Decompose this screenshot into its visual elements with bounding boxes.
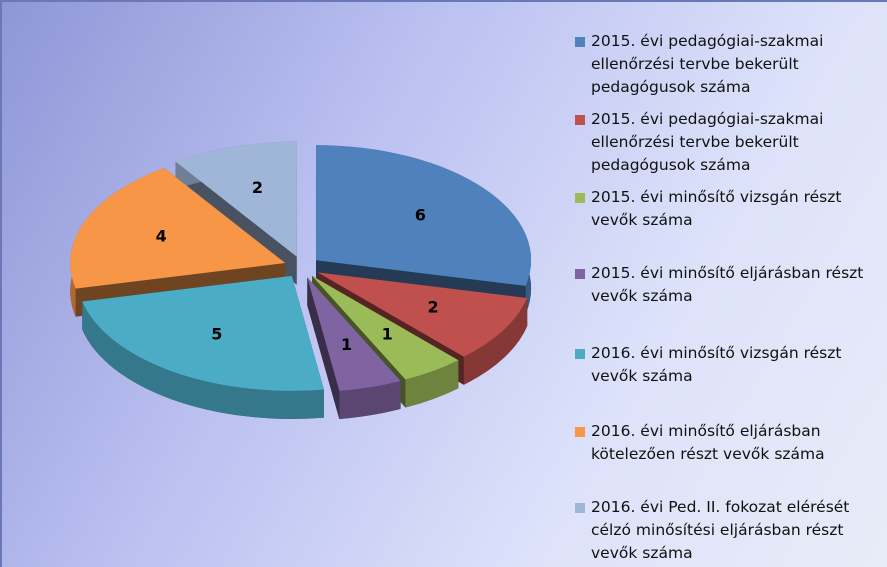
slice-side	[82, 301, 324, 419]
legend-item: 2015. évi pedagógiai-szakmai ellenőrzési…	[575, 108, 875, 177]
slice-side	[463, 297, 528, 385]
slice	[316, 145, 532, 286]
legend-label: 2015. évi minősítő eljárásban részt vevő…	[591, 264, 864, 305]
legend-swatch	[575, 349, 585, 359]
slice-wall	[307, 277, 340, 420]
legend-item: 2015. évi minősítő eljárásban részt vevő…	[575, 262, 875, 308]
slice	[82, 275, 324, 391]
legend-label: 2015. évi minősítő vizsgán részt vevők s…	[591, 188, 842, 229]
slice	[312, 275, 459, 380]
data-label: 5	[211, 324, 222, 343]
data-label: 1	[341, 335, 352, 354]
slice	[317, 272, 528, 357]
legend-label: 2015. évi pedagógiai-szakmai ellenőrzési…	[591, 32, 824, 96]
legend-item: 2016. évi minősítő eljárásban kötelezően…	[575, 420, 875, 466]
slice	[70, 168, 286, 289]
slice-side	[405, 360, 459, 408]
data-label: 4	[156, 227, 167, 246]
legend-swatch	[575, 269, 585, 279]
legend-item: 2016. évi minősítő vizsgán részt vevők s…	[575, 342, 875, 388]
legend-item: 2015. évi pedagógiai-szakmai ellenőrzési…	[575, 30, 875, 99]
slice-side	[339, 380, 401, 420]
legend-label: 2016. évi Ped. II. fokozat elérését célz…	[591, 498, 850, 562]
legend-item: 2015. évi minősítő vizsgán részt vevők s…	[575, 186, 875, 232]
data-label: 6	[415, 205, 426, 224]
data-label: 2	[252, 178, 263, 197]
legend-item: 2016. évi Ped. II. fokozat elérését célz…	[575, 496, 875, 565]
data-label: 2	[427, 298, 438, 317]
legend-swatch	[575, 427, 585, 437]
slice	[175, 141, 297, 257]
legend-label: 2016. évi minősítő eljárásban kötelezően…	[591, 422, 825, 463]
legend-swatch	[575, 503, 585, 513]
legend-swatch	[575, 193, 585, 203]
data-label: 1	[382, 324, 393, 343]
legend-swatch	[575, 115, 585, 125]
legend-label: 2015. évi pedagógiai-szakmai ellenőrzési…	[591, 110, 824, 174]
legend-swatch	[575, 37, 585, 47]
legend-label: 2016. évi minősítő vizsgán részt vevők s…	[591, 344, 842, 385]
slice	[307, 277, 401, 392]
